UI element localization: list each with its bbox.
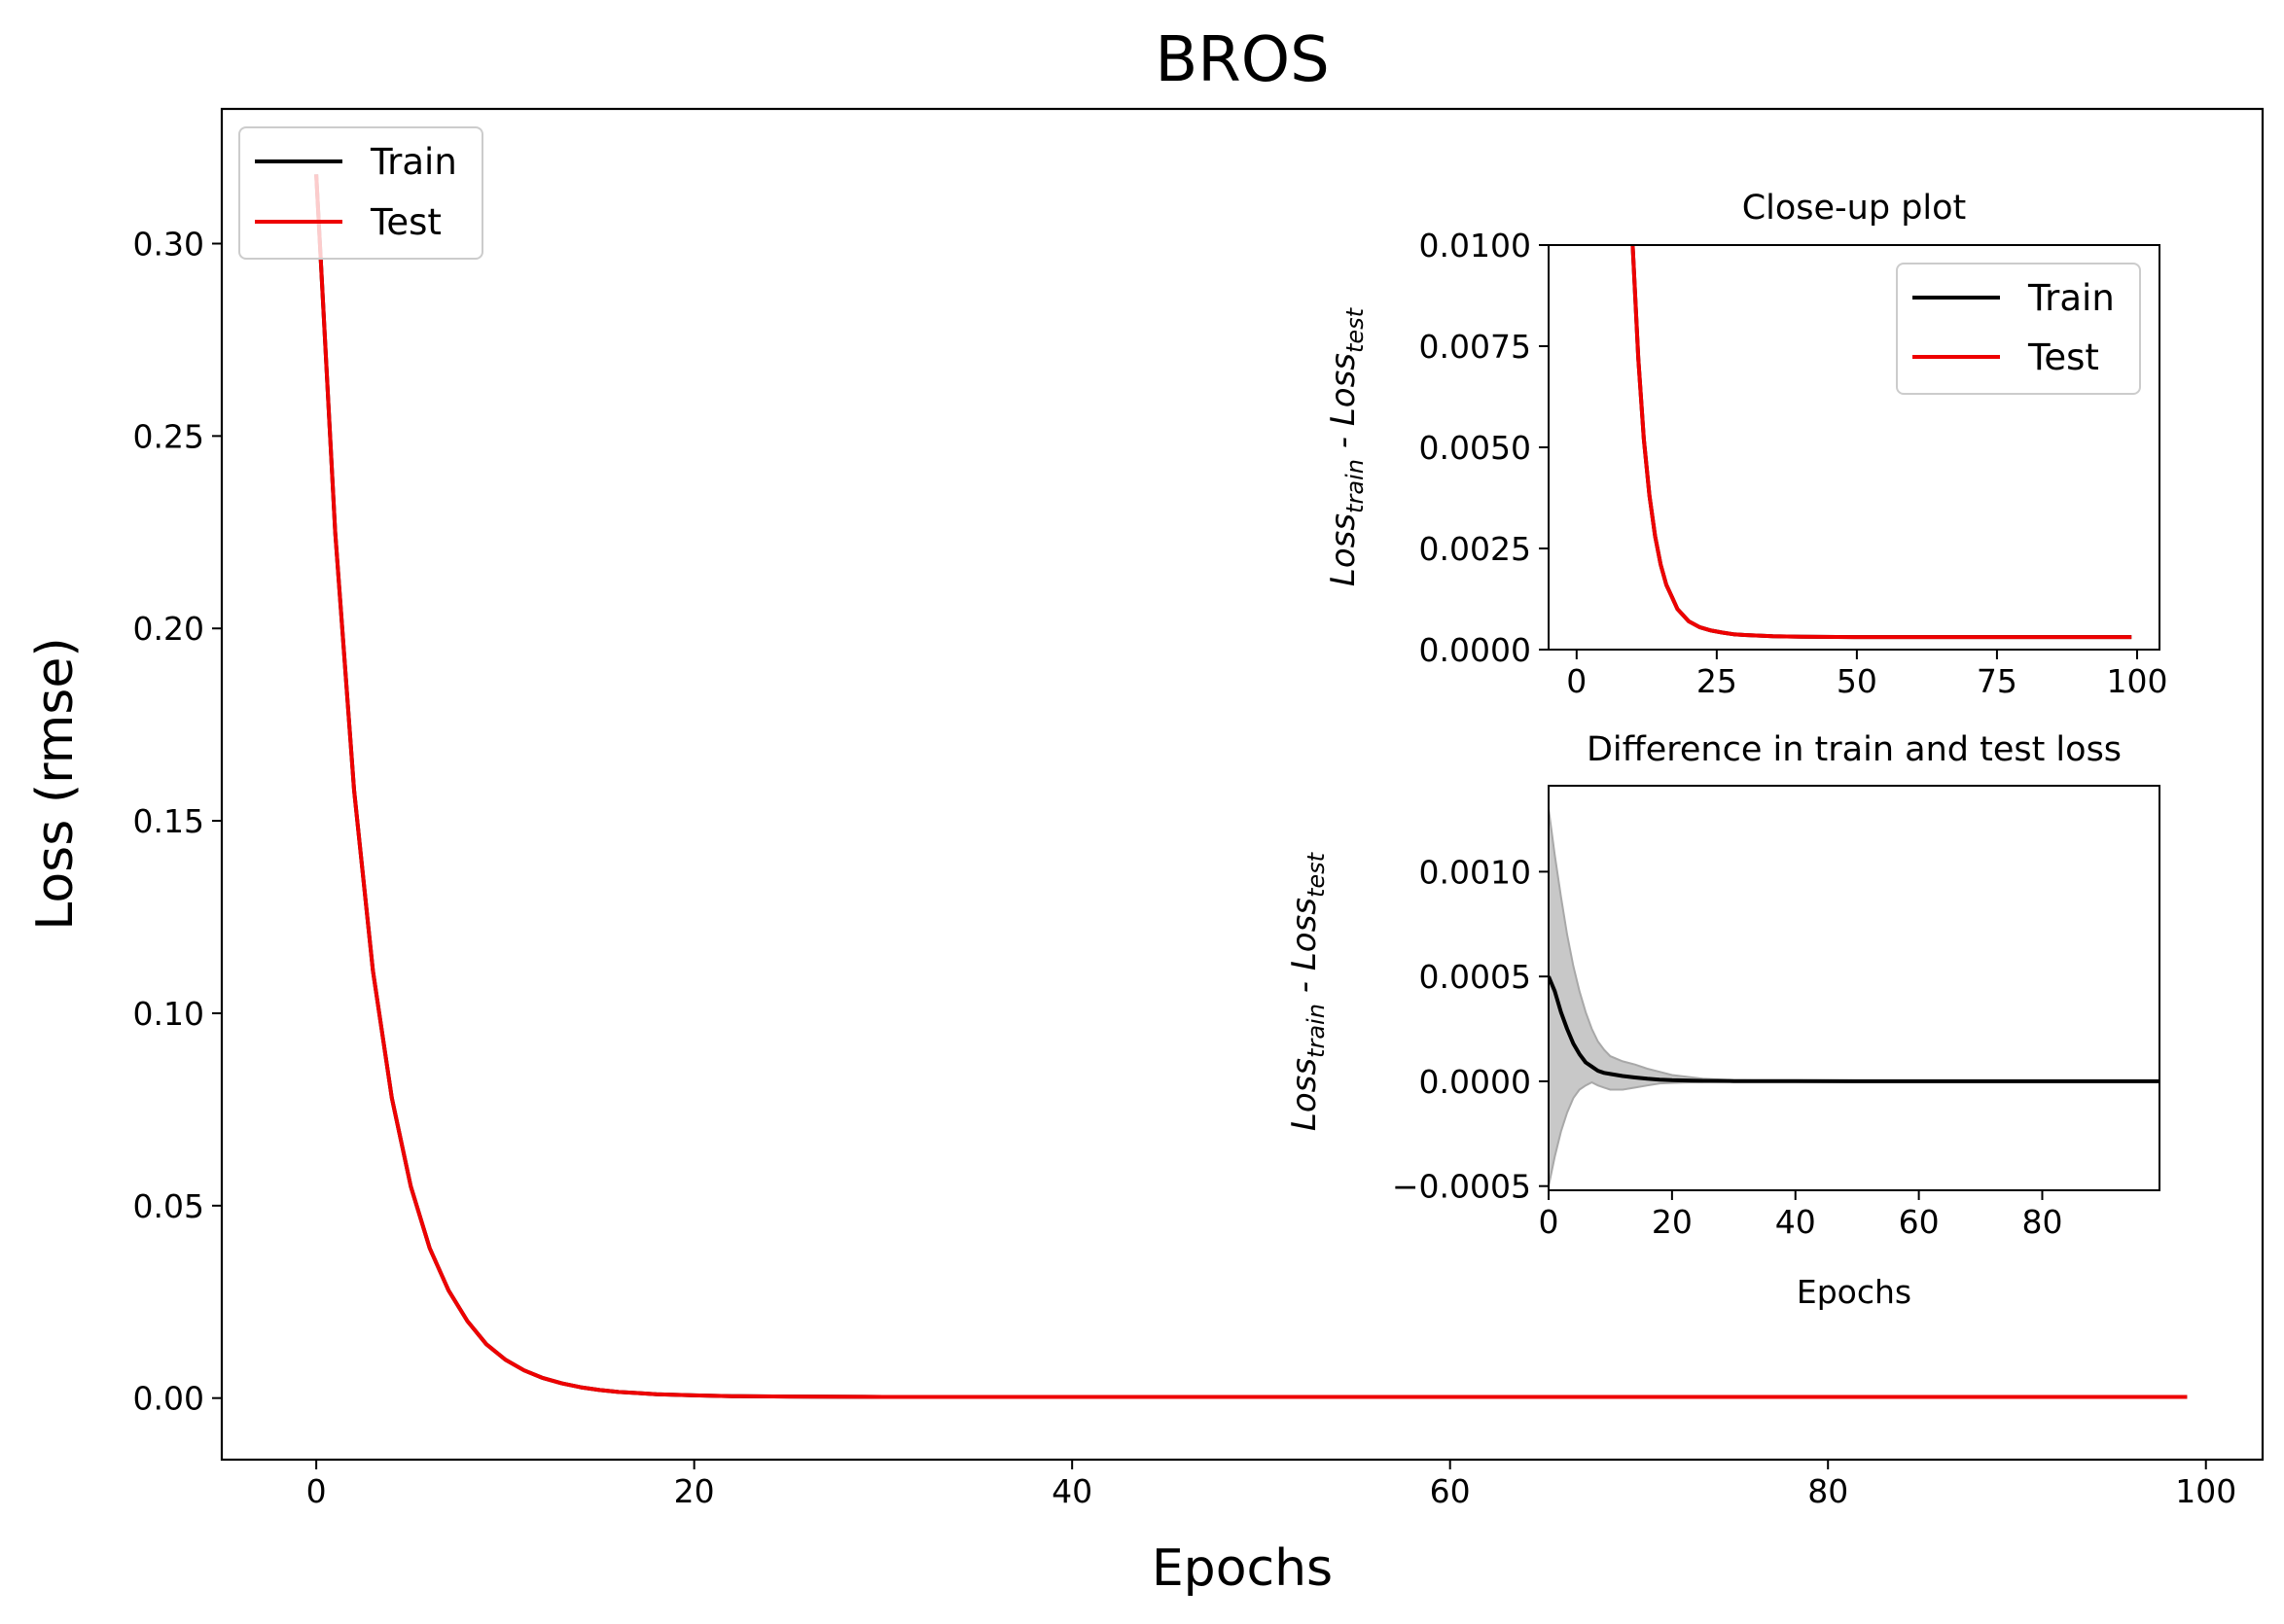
inset-bottom-x-tick-label: 0	[1539, 1203, 1559, 1241]
inset-bottom-x-tick-label: 40	[1775, 1203, 1816, 1241]
inset-bottom-x-tick-label: 60	[1899, 1203, 1940, 1241]
inset-top-x-tick-label: 100	[2106, 662, 2167, 700]
inset-bottom-background	[1549, 786, 2159, 1190]
inset-bottom-plot-frame	[1548, 785, 2160, 1191]
inset-bottom-series-lines	[1549, 975, 2159, 1083]
inset-top-y-tick-label: 0.0050	[1419, 429, 1531, 467]
main-legend-test-label: Test	[370, 201, 442, 243]
inset-top-x-tick-label: 25	[1696, 662, 1737, 700]
inset-bottom-y-tick-label: 0.0005	[1419, 958, 1531, 996]
inset-top-x-tick-label: 75	[1977, 662, 2017, 700]
main-y-tick-label: 0.10	[133, 995, 204, 1033]
main-x-tick-label: 40	[1052, 1472, 1092, 1510]
inset-bottom-y-axis-label: Losstrain - Losstest	[1285, 851, 1330, 1131]
inset-top-legend-test-label: Test	[2027, 336, 2099, 378]
main-y-tick-label: 0.30	[133, 226, 204, 264]
main-x-axis-label: Epochs	[1152, 1539, 1333, 1598]
inset-bottom-ylabel-sep: - Loss	[1285, 898, 1324, 1004]
inset-bottom-ylabel-main: Loss	[1285, 1058, 1324, 1131]
inset-bottom-x-axis-label: Epochs	[1797, 1273, 1911, 1311]
main-x-tick-label: 60	[1430, 1472, 1471, 1510]
inset-top-series-test	[1630, 245, 2132, 640]
main-x-tick-label: 0	[306, 1472, 327, 1510]
inset-bottom-title: Difference in train and test loss	[1587, 730, 2122, 769]
main-series-lines	[314, 174, 2188, 1399]
main-y-tick-label: 0.05	[133, 1187, 204, 1225]
inset-bottom-ylabel-sub2: test	[1303, 851, 1330, 898]
main-y-tick-label: 0.25	[133, 417, 204, 455]
main-chart: BROS 0 20 40 60 80 100 0.000.050.100.150.200.…	[26, 24, 2265, 1598]
inset-top-y-axis-label: Losstrain - Losstest	[1324, 306, 1369, 586]
inset-bottom-x-tick-label: 80	[2021, 1203, 2062, 1241]
inset-top-ylabel-sub2: test	[1341, 306, 1369, 353]
main-series-test	[314, 174, 2188, 1399]
inset-top-ylabel-sep: - Loss	[1324, 353, 1363, 459]
inset-top-x-ticks: 0 25 50 75 100	[1566, 650, 2167, 700]
inset-top-ylabel-main: Loss	[1324, 513, 1363, 586]
main-y-tick-label: 0.00	[133, 1380, 204, 1418]
main-x-tick-label: 20	[674, 1472, 715, 1510]
main-y-tick-label: 0.15	[133, 802, 204, 840]
main-x-ticks: 0 20 40 60 80 100	[306, 1460, 2236, 1510]
inset-top-legend: Train Test	[1896, 263, 2141, 395]
inset-top-y-tick-label: 0.0025	[1419, 530, 1531, 568]
inset-bottom-x-tick-label: 20	[1652, 1203, 1693, 1241]
inset-top-chart: Close-up plot 0 25 50 75 100 0.00000.00250.0…	[1324, 189, 2167, 700]
inset-bottom-series-mean	[1549, 975, 2159, 1083]
main-legend: Train Test	[238, 126, 483, 260]
inset-top-title: Close-up plot	[1742, 189, 1967, 228]
inset-top-x-tick-label: 0	[1566, 662, 1587, 700]
inset-top-x-tick-label: 50	[1837, 662, 1877, 700]
inset-bottom-ylabel-sub1: train	[1303, 1004, 1330, 1058]
main-legend-train-label: Train	[370, 141, 457, 183]
main-x-tick-label: 100	[2175, 1472, 2236, 1510]
main-x-tick-label: 80	[1807, 1472, 1848, 1510]
inset-top-y-tick-label: 0.0075	[1419, 328, 1531, 366]
inset-top-ylabel-sub1: train	[1341, 459, 1369, 513]
inset-top-series-lines	[1630, 245, 2132, 640]
inset-bottom-chart: Difference in train and test loss 0 20 40 6…	[1285, 730, 2160, 1311]
inset-bottom-y-tick-label: −0.0005	[1392, 1168, 1531, 1206]
inset-bottom-y-ticks: −0.0005 0.0000 0.0005 0.0010	[1392, 853, 1549, 1206]
inset-top-y-tick-label: 0.0100	[1419, 227, 1531, 265]
inset-top-y-tick-label: 0.0000	[1419, 631, 1531, 669]
main-y-ticks: 0.00 0.05 0.10 0.15 0.20 0.25 0.30	[133, 226, 222, 1418]
inset-top-legend-train-label: Train	[2027, 277, 2115, 319]
main-y-tick-label: 0.20	[133, 610, 204, 648]
inset-bottom-x-ticks: 0 20 40 60 80	[1539, 1190, 2062, 1241]
inset-bottom-y-tick-label: 0.0000	[1419, 1063, 1531, 1101]
inset-bottom-y-tick-label: 0.0010	[1419, 853, 1531, 891]
main-title: BROS	[1155, 24, 1329, 96]
main-y-axis-label: Loss (rmse)	[26, 637, 85, 930]
main-plot-frame	[220, 107, 2265, 1462]
inset-top-y-ticks: 0.0000 0.0025 0.0050 0.0075 0.0100	[1419, 227, 1549, 669]
